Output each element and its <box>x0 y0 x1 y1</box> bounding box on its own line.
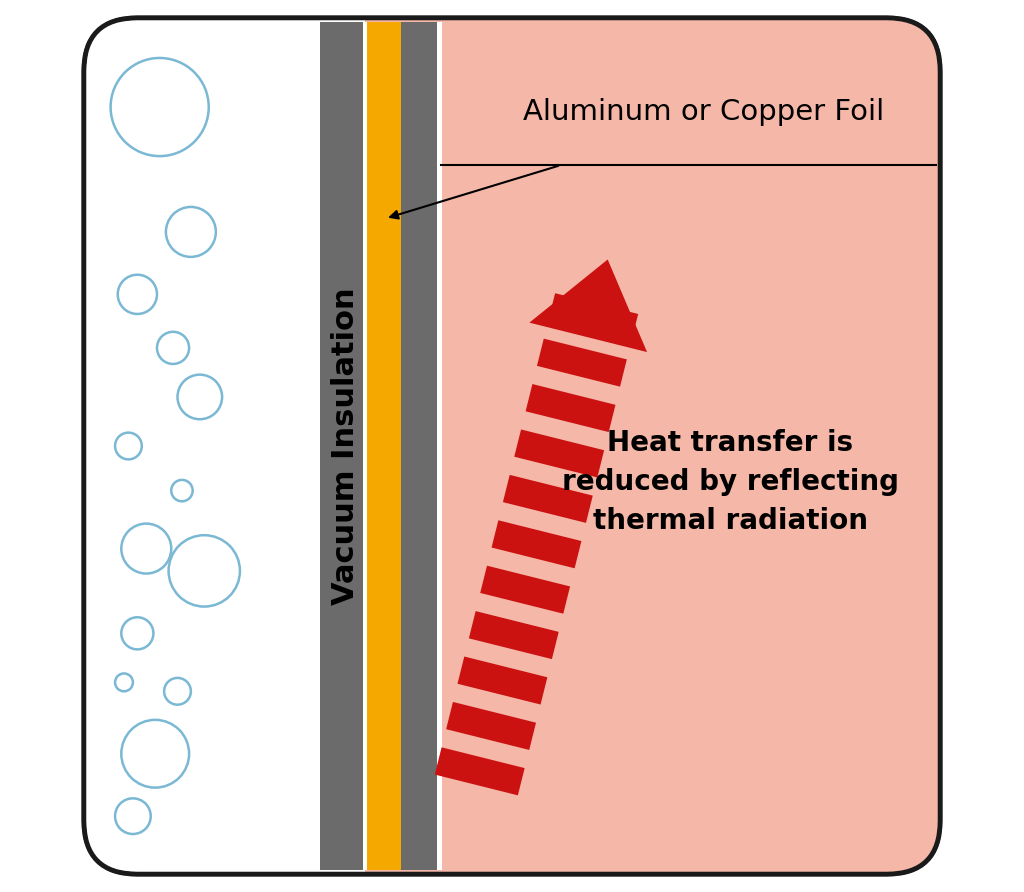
Polygon shape <box>525 384 615 432</box>
Polygon shape <box>503 475 593 523</box>
Polygon shape <box>492 520 582 568</box>
Text: Vacuum Insulation: Vacuum Insulation <box>331 287 359 605</box>
Bar <box>365 18 436 874</box>
Bar <box>364 22 368 870</box>
Polygon shape <box>458 657 548 705</box>
Polygon shape <box>446 702 536 750</box>
Polygon shape <box>514 429 604 477</box>
Bar <box>88 22 325 870</box>
Text: Heat transfer is
reduced by reflecting
thermal radiation: Heat transfer is reduced by reflecting t… <box>562 429 899 534</box>
Bar <box>368 22 401 870</box>
FancyBboxPatch shape <box>365 18 940 874</box>
Polygon shape <box>529 260 647 352</box>
Bar <box>437 22 441 870</box>
Bar <box>321 22 364 870</box>
Polygon shape <box>548 293 638 342</box>
Polygon shape <box>537 339 627 386</box>
Text: Aluminum or Copper Foil: Aluminum or Copper Foil <box>523 97 885 126</box>
FancyBboxPatch shape <box>84 18 940 874</box>
Polygon shape <box>480 566 570 614</box>
Bar <box>401 22 437 870</box>
Polygon shape <box>469 611 559 659</box>
Polygon shape <box>435 747 524 796</box>
